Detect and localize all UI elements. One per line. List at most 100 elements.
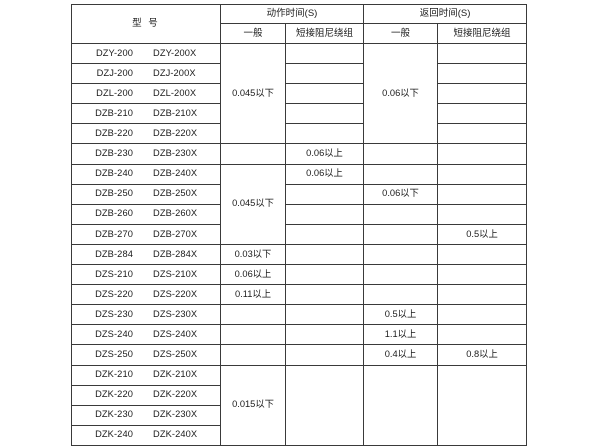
action-damped-cell <box>284 83 365 105</box>
model-cell: DZB-240 DZB-240X <box>71 163 221 185</box>
model-left: DZB-284 <box>95 248 133 259</box>
table-row: DZS-210 DZS-210X 0.06以上 <box>71 264 528 286</box>
action-damped-cell <box>284 103 365 125</box>
table-row: DZK-210 DZK-210X 0.015以下 <box>71 364 528 446</box>
table-head: 型 号 动作时间(S) 返回时间(S) 一般 短接阻尼绕组 一般 短接阻尼绕组 <box>71 4 528 44</box>
action-damped-cell <box>284 304 365 326</box>
header-row-sub: 一般 短接阻尼绕组 一般 短接阻尼绕组 <box>72 23 528 44</box>
table-row: DZB-220 DZB-220X <box>71 123 528 145</box>
model-right: DZB-284X <box>153 248 198 259</box>
action-damped-cell <box>284 183 365 205</box>
model-left: DZB-260 <box>95 208 133 219</box>
model-left: DZK-220 <box>95 389 133 400</box>
model-right: DZK-220X <box>153 389 198 400</box>
model-cell: DZS-220 DZS-220X <box>71 284 221 306</box>
model-right: DZB-210X <box>153 107 198 118</box>
return-general-cell <box>363 364 439 446</box>
action-general-merged-1: 0.045以下 <box>220 42 286 145</box>
model-left: DZS-220 <box>95 288 133 299</box>
action-general-cell <box>220 324 286 346</box>
action-general-cell <box>220 304 286 326</box>
action-damped-cell <box>284 324 365 346</box>
model-right: DZK-240X <box>153 429 198 440</box>
return-general-cell <box>363 223 439 245</box>
model-left: DZB-270 <box>95 228 133 239</box>
table-row: DZB-270 DZB-270X 0.5以上 <box>71 223 528 245</box>
return-general-cell <box>363 143 439 165</box>
model-cell: DZK-220 DZK-220X <box>71 384 221 406</box>
model-cell: DZK-210 DZK-210X <box>71 364 221 386</box>
model-right: DZK-230X <box>153 409 198 420</box>
action-damped-cell <box>284 223 365 245</box>
model-right: DZK-210X <box>153 369 198 380</box>
model-left: DZB-210 <box>95 107 133 118</box>
action-general-cell <box>220 344 286 366</box>
return-general-cell <box>363 264 439 286</box>
table-row: DZS-240 DZS-240X 1.1以上 <box>71 324 528 346</box>
table-row: DZB-250 DZB-250X 0.06以下 <box>71 183 528 205</box>
table-row: DZJ-200 DZJ-200X <box>71 63 528 85</box>
table-row: DZB-260 DZB-260X <box>71 203 528 225</box>
model-right: DZB-220X <box>153 128 198 139</box>
model-cell: DZB-230 DZB-230X <box>71 143 221 165</box>
action-general-cell <box>220 143 286 165</box>
table-body: DZY-200 DZY-200X 0.045以下 0.06以下 DZJ-200 … <box>71 42 528 446</box>
model-cell: DZS-210 DZS-210X <box>71 264 221 286</box>
return-general-cell: 1.1以上 <box>363 324 439 346</box>
header-return-time: 返回时间(S) <box>363 4 528 24</box>
action-damped-cell <box>284 203 365 225</box>
table-row: DZB-230 DZB-230X 0.06以上 <box>71 143 528 165</box>
model-left: DZS-240 <box>95 328 133 339</box>
model-right: DZS-230X <box>153 308 198 319</box>
header-action-general: 一般 <box>220 23 286 44</box>
model-right: DZY-200X <box>153 47 197 58</box>
model-cell: DZS-250 DZS-250X <box>71 344 221 366</box>
model-cell: DZB-284 DZB-284X <box>71 243 221 266</box>
model-left: DZK-230 <box>95 409 133 420</box>
action-damped-cell <box>284 42 365 65</box>
model-right: DZB-260X <box>153 208 198 219</box>
model-left: DZB-240 <box>95 168 133 179</box>
table-row: DZY-200 DZY-200X 0.045以下 0.06以下 <box>71 42 528 145</box>
model-cell: DZB-250 DZB-250X <box>71 183 221 205</box>
model-right: DZB-250X <box>153 188 198 199</box>
action-general-cell: 0.06以上 <box>220 264 286 286</box>
return-damped-cell <box>437 103 528 125</box>
model-right: DZS-220X <box>153 288 198 299</box>
header-row-top: 型 号 动作时间(S) 返回时间(S) <box>71 4 528 44</box>
model-left: DZY-200 <box>95 47 133 58</box>
return-damped-cell <box>437 284 528 306</box>
action-damped-cell: 0.06以上 <box>284 163 365 185</box>
relay-timing-spec-table: 型 号 动作时间(S) 返回时间(S) 一般 短接阻尼绕组 一般 短接阻尼绕组 … <box>71 4 528 446</box>
return-damped-cell <box>437 243 528 266</box>
action-damped-cell <box>284 344 365 366</box>
header-model: 型 号 <box>71 4 221 44</box>
model-left: DZK-240 <box>95 429 133 440</box>
model-left: DZK-210 <box>95 369 133 380</box>
table-row: DZB-240 DZB-240X 0.045以下 0.06以上 <box>71 163 528 245</box>
model-left: DZL-200 <box>96 87 133 98</box>
model-left: DZB-230 <box>95 148 133 159</box>
return-general-cell <box>363 284 439 306</box>
model-cell: DZB-260 DZB-260X <box>71 203 221 225</box>
return-damped-cell <box>437 264 528 286</box>
model-cell: DZB-210 DZB-210X <box>71 103 221 125</box>
return-damped-cell <box>437 203 528 225</box>
model-left: DZB-220 <box>95 128 133 139</box>
return-general-cell: 0.4以上 <box>363 344 439 366</box>
action-damped-cell <box>284 264 365 286</box>
header-return-general: 一般 <box>363 23 439 44</box>
model-cell: DZJ-200 DZJ-200X <box>71 63 221 85</box>
table-row: DZS-230 DZS-230X 0.5以上 <box>71 304 528 326</box>
action-general-cell: 0.03以下 <box>220 243 286 266</box>
return-damped-cell: 0.8以上 <box>437 344 528 366</box>
return-general-cell: 0.5以上 <box>363 304 439 326</box>
header-return-damped: 短接阻尼绕组 <box>437 23 528 44</box>
model-cell: DZS-230 DZS-230X <box>71 304 221 326</box>
table-row: DZS-250 DZS-250X 0.4以上 0.8以上 <box>71 344 528 366</box>
header-action-damped: 短接阻尼绕组 <box>284 23 365 44</box>
model-left: DZJ-200 <box>96 67 133 78</box>
header-action-time: 动作时间(S) <box>219 4 365 24</box>
model-right: DZB-270X <box>153 228 198 239</box>
return-damped-cell <box>437 123 528 145</box>
